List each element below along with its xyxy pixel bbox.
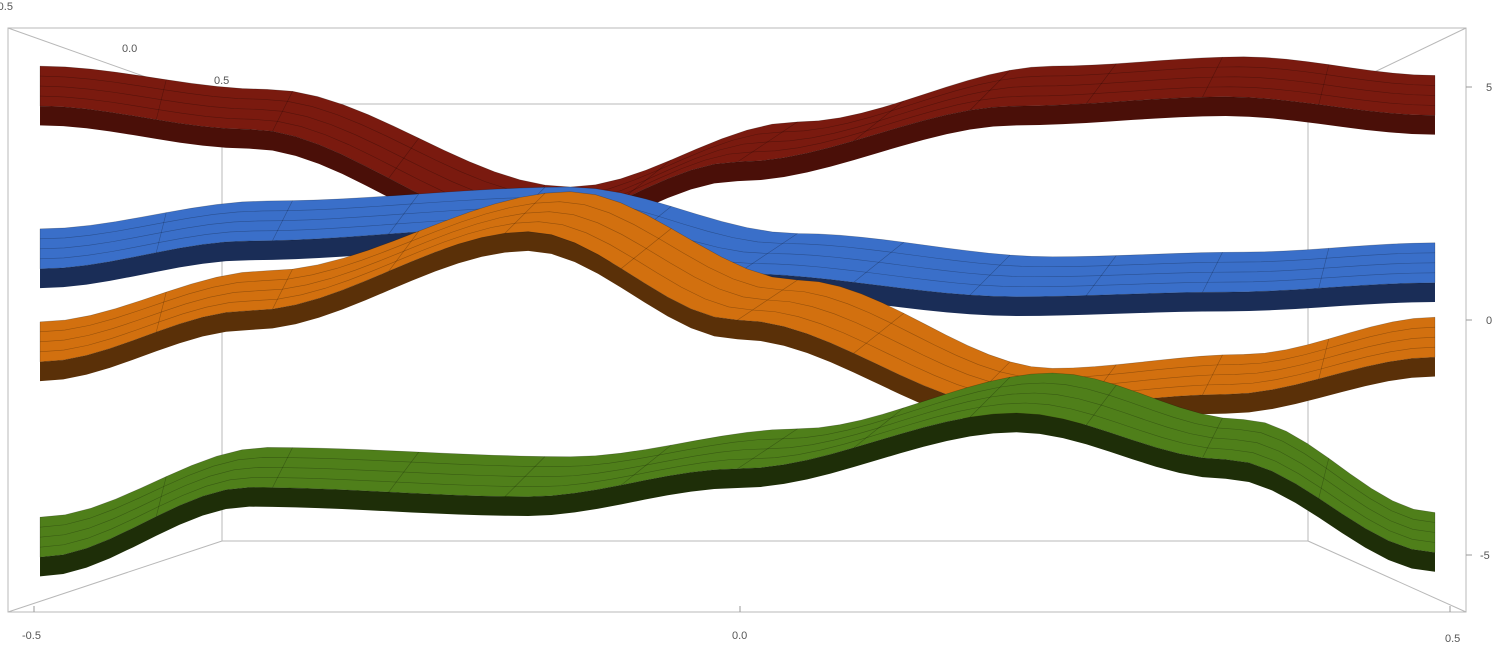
mesh-line	[853, 100, 904, 142]
mesh-line	[504, 456, 546, 497]
surface-sheet	[40, 373, 1435, 558]
mesh-line	[39, 196, 1436, 268]
surface-underside	[40, 231, 1435, 428]
x-tick-label: 0.0	[732, 630, 747, 642]
z-tick-label: -5	[1480, 550, 1490, 562]
mesh-line	[39, 86, 1436, 218]
mesh-line	[853, 242, 904, 283]
mesh-line	[621, 228, 672, 269]
mesh-line	[155, 79, 167, 120]
mesh-line	[39, 211, 1436, 389]
mesh-line	[39, 201, 1436, 379]
surface-sheet	[40, 187, 1435, 297]
mesh-line	[388, 451, 419, 493]
mesh-line	[272, 91, 293, 132]
x-tick-label: 0.5	[1445, 633, 1460, 645]
z-axis: 5 0 -5	[1466, 82, 1492, 562]
mesh-line	[39, 392, 1436, 538]
y-tick-label: 0.5	[214, 75, 229, 87]
mesh-line	[737, 233, 798, 274]
mesh-line	[39, 96, 1436, 228]
surfaces	[39, 56, 1436, 577]
mesh-line	[737, 428, 798, 470]
mesh-line	[853, 312, 904, 354]
mesh-line	[39, 191, 1436, 369]
mesh-line	[39, 76, 1436, 208]
x-tick-label: -0.5	[22, 630, 41, 642]
mesh-line	[272, 447, 293, 488]
mesh-line	[969, 376, 1011, 418]
mesh-line	[1202, 417, 1223, 459]
mesh-line	[853, 407, 904, 449]
z-tick-label: 0	[1486, 315, 1492, 327]
mesh-line	[1318, 338, 1330, 379]
mesh-line	[737, 121, 798, 163]
mesh-line	[155, 212, 167, 253]
surface-sheet	[40, 191, 1435, 409]
mesh-line	[1202, 56, 1223, 98]
mesh-line	[388, 137, 419, 179]
mesh-line	[39, 221, 1436, 399]
mesh-line	[969, 70, 1011, 111]
mesh-line	[737, 279, 798, 321]
x-axis: -0.5 0.0 0.5	[22, 606, 1460, 645]
mesh-line	[39, 216, 1436, 288]
mesh-line	[272, 269, 293, 310]
mesh-line	[39, 402, 1436, 548]
mesh-line	[1318, 248, 1330, 289]
y-tick-label: 0.0	[122, 43, 137, 55]
mesh-line	[155, 476, 167, 517]
y-axis: -0.5 0.0 0.5	[0, 1, 229, 87]
mesh-line	[1202, 354, 1223, 396]
mesh-line	[39, 206, 1436, 278]
mesh-line	[1318, 64, 1330, 105]
z-tick-label: 5	[1486, 82, 1492, 94]
mesh-line	[272, 200, 293, 241]
mesh-line	[39, 231, 1436, 409]
mesh-line	[39, 412, 1436, 558]
mesh-line	[39, 66, 1436, 198]
mesh-line	[39, 56, 1436, 188]
surface-sheet	[40, 56, 1435, 227]
mesh-line	[1086, 63, 1117, 104]
mesh-line	[969, 254, 1011, 296]
mesh-line	[388, 193, 419, 235]
mesh-line	[1086, 255, 1117, 296]
mesh-line	[39, 372, 1436, 518]
surface-underside	[40, 413, 1435, 577]
mesh-line	[39, 186, 1436, 258]
mesh-line	[388, 230, 419, 272]
mesh-line	[504, 192, 546, 234]
mesh-line	[1086, 384, 1117, 426]
mesh-line	[621, 444, 672, 486]
mesh-line	[155, 291, 167, 333]
y-tick-label: -0.5	[0, 1, 13, 13]
surface-underside	[40, 96, 1435, 247]
mesh-line	[39, 382, 1436, 528]
mesh-line	[621, 159, 672, 201]
mesh-line	[1202, 252, 1223, 293]
mesh-line	[1318, 458, 1330, 499]
